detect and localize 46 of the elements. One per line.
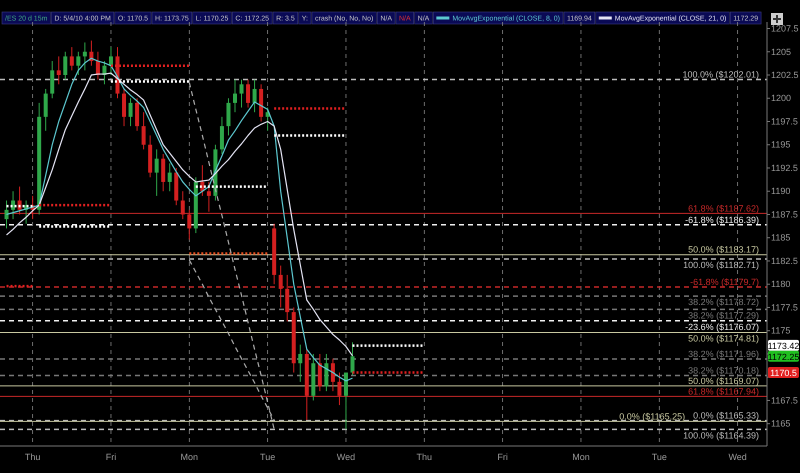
y-tick-label: 1175 — [771, 326, 790, 336]
y-tick-label: 1197.5 — [771, 116, 798, 126]
ref-line-label: 50.0% ($1169.07) — [688, 376, 759, 386]
ref-line-label: 0.0% ($1165.33) — [693, 410, 759, 421]
x-tick-label: Thu — [416, 452, 432, 462]
ref-line-label: 50.0% ($1183.17) — [688, 244, 759, 255]
ref-line-label: -61.8% ($1186.39) — [685, 214, 759, 225]
y-tick-label: 1190 — [771, 186, 790, 196]
x-tick-label: Mon — [572, 452, 590, 462]
x-tick-label: Fri — [497, 452, 508, 462]
ref-line-label: 38.2% ($1170.18) — [688, 366, 759, 376]
y-tick-label: 1177.5 — [771, 302, 798, 312]
ref-line-label: 100.0% ($1182.71) — [683, 260, 759, 270]
x-tick-label: Wed — [336, 452, 356, 462]
ref-line-label: -23.6% ($1176.07) — [685, 322, 759, 332]
y-tick-label: 1202.5 — [771, 70, 799, 80]
ref-line-label: 38.2% ($1171.96) — [688, 348, 759, 359]
y-tick-label: 1187.5 — [771, 209, 798, 220]
x-tick-label: Tue — [260, 452, 276, 462]
y-tick-label: 1167.5 — [771, 395, 798, 406]
y-tick-label: 1180 — [771, 279, 790, 290]
ref-line-label: 38.2% ($1178.72) — [688, 297, 759, 308]
y-tick-label: 1207.5 — [771, 24, 799, 34]
x-tick-label: Thu — [24, 452, 40, 462]
ref-line-label: 50.0% ($1174.81) — [688, 333, 759, 344]
ref-line-label: 100.0% ($1164.39) — [683, 430, 759, 440]
annotation: 1173.42 — [768, 340, 800, 351]
y-tick-label: 1165 — [771, 418, 790, 429]
y-tick-label: 1200 — [771, 93, 792, 104]
x-tick-label: Mon — [180, 452, 198, 462]
ref-line-label: 61.8% ($1167.94) — [688, 386, 759, 396]
annotation: 1172.25 — [768, 352, 800, 362]
ref-line-label: 0.0% ($1165.25) — [619, 411, 686, 422]
y-tick-label: 1205 — [771, 46, 792, 57]
y-tick-label: 1182.5 — [771, 256, 798, 266]
y-tick-label: 1192.5 — [771, 162, 798, 173]
ref-line-label: -61.8% ($1179.7) — [690, 277, 759, 287]
x-tick-label: Tue — [652, 452, 667, 462]
x-tick-label: Fri — [106, 452, 116, 462]
ref-line-label: 61.8% ($1187.62) — [688, 203, 759, 214]
y-tick-label: 1195 — [771, 140, 790, 150]
x-tick-label: Wed — [728, 452, 747, 462]
y-tick-label: 1185 — [771, 232, 790, 243]
ref-line-label: 38.2% ($1177.29) — [688, 310, 759, 320]
annotation: 1170.5 — [770, 368, 797, 378]
ref-line-label: 100.0% ($1202.01) — [682, 70, 759, 80]
